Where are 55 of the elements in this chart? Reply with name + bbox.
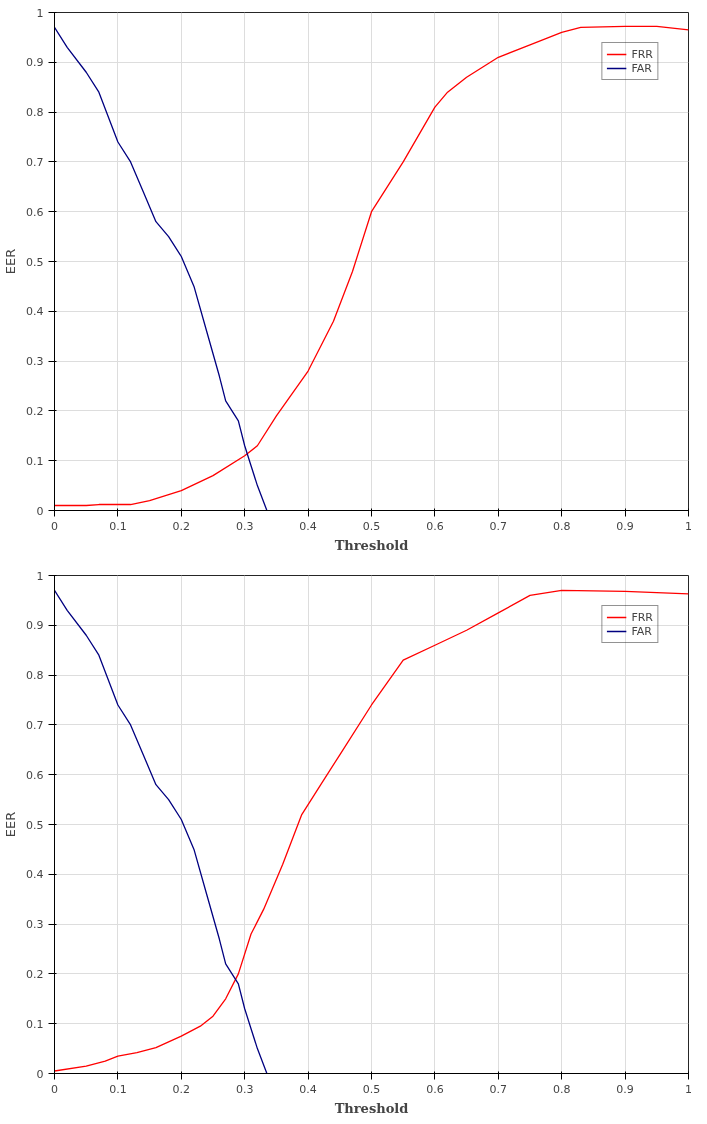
y-tick-label: 0.8	[26, 106, 44, 120]
x-tick-label: 1	[685, 519, 692, 533]
legend-label: FRR	[631, 610, 653, 624]
x-tick-label: 0.8	[552, 1082, 571, 1096]
legend-label: FAR	[631, 624, 652, 638]
y-tick-label: 0.7	[26, 718, 44, 732]
line-series	[54, 25, 689, 507]
x-tick-label: 0.2	[172, 1082, 191, 1096]
y-tick-label: 0.9	[26, 619, 44, 633]
y-tick-label: 0.4	[26, 868, 44, 882]
y-tick-label: 0.1	[26, 1017, 44, 1031]
y-tick-label: 0.3	[26, 355, 44, 369]
x-tick-label: 1	[685, 1082, 692, 1096]
x-tick-label: 0.5	[362, 1082, 381, 1096]
x-tick-label: 0.4	[299, 1082, 317, 1096]
y-tick-label: 0.3	[26, 918, 44, 932]
x-tick-label: 0.9	[616, 519, 634, 533]
y-tick-label: 0.6	[26, 205, 44, 219]
y-axis-title: EER	[3, 248, 19, 275]
y-tick-label: 0.6	[26, 768, 44, 782]
x-tick-label: 0.3	[235, 519, 254, 533]
x-tick-label: 0	[51, 519, 58, 533]
y-tick-label: 0.1	[26, 454, 44, 468]
x-tick-label: 0.8	[552, 519, 571, 533]
y-tick-label: 0.5	[26, 818, 44, 832]
y-tick-label: 1	[36, 6, 44, 20]
y-tick-label: 0.8	[26, 669, 44, 683]
x-tick-label: 0.7	[489, 519, 508, 533]
x-axis-title: Threshold	[334, 537, 409, 553]
y-tick-label: 0.2	[26, 967, 44, 981]
y-tick-label: 1	[36, 569, 44, 583]
line-series	[54, 26, 268, 511]
legend-label: FAR	[631, 61, 652, 75]
x-tick-label: 0.5	[362, 519, 381, 533]
legend-label: FRR	[631, 47, 653, 61]
y-tick-label: 0	[36, 504, 44, 518]
x-tick-label: 0	[51, 1082, 58, 1096]
x-tick-label: 0.1	[109, 1082, 127, 1096]
x-axis-title: Threshold	[334, 1100, 409, 1116]
x-tick-label: 0.4	[299, 519, 317, 533]
x-tick-label: 0.6	[426, 519, 444, 533]
y-axis-title: EER	[3, 811, 19, 838]
y-tick-label: 0.9	[26, 56, 44, 70]
x-tick-label: 0.3	[235, 1082, 254, 1096]
line-series	[54, 589, 268, 1074]
x-tick-label: 0.9	[616, 1082, 634, 1096]
x-tick-label: 0.6	[426, 1082, 444, 1096]
x-tick-label: 0.2	[172, 519, 191, 533]
y-tick-label: 0.2	[26, 404, 44, 418]
x-tick-label: 0.1	[109, 519, 127, 533]
y-tick-label: 0.7	[26, 155, 44, 169]
y-tick-label: 0.4	[26, 305, 44, 319]
x-tick-label: 0.7	[489, 1082, 508, 1096]
y-tick-label: 0	[36, 1067, 44, 1081]
y-tick-label: 0.5	[26, 255, 44, 269]
